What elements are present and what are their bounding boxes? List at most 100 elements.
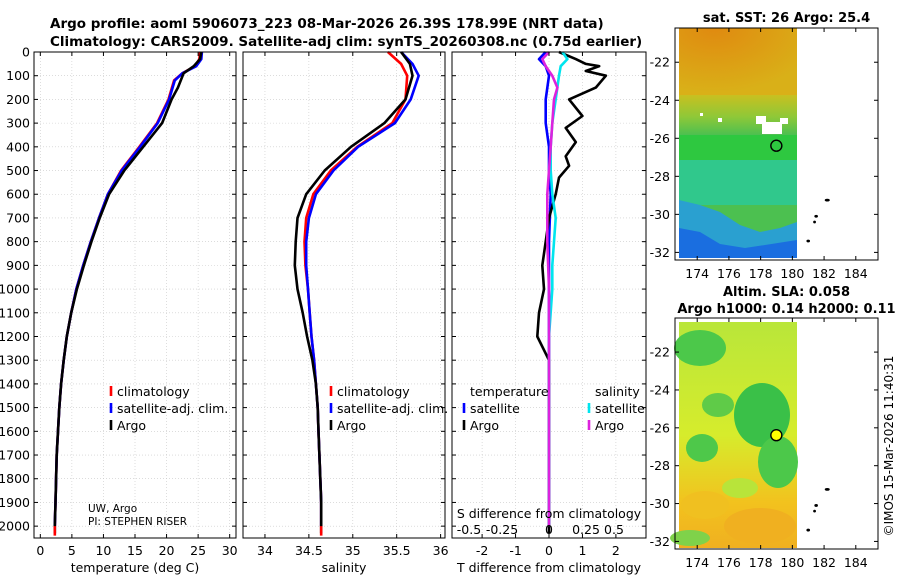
x-tick-label-temperature: 30 bbox=[222, 543, 238, 558]
x-tick-label-differences: 2 bbox=[612, 543, 620, 558]
map-y-tick-label-sla: -26 bbox=[650, 420, 670, 435]
map-title-sla: Altim. SLA: 0.058 bbox=[723, 285, 850, 300]
depth-tick-label: 200 bbox=[6, 92, 30, 107]
credit-pi: PI: STEPHEN RISER bbox=[88, 516, 187, 528]
x-tick-label-temperature: 15 bbox=[127, 543, 143, 558]
legend-label-salinity: Argo bbox=[595, 418, 624, 433]
depth-tick-label: 0 bbox=[22, 45, 30, 60]
depth-tick-label: 1800 bbox=[0, 471, 30, 486]
x-tick-label-top-differences: -0.5 bbox=[457, 522, 481, 537]
island-sla bbox=[806, 528, 811, 532]
map-x-tick-label-sst: 184 bbox=[844, 266, 868, 281]
legend-label-salinity: satellite bbox=[595, 401, 645, 416]
legend-label-salinity: Argo bbox=[337, 418, 366, 433]
series-line-differences-salinity-argo bbox=[540, 51, 559, 527]
map-y-tick-label-sst: -22 bbox=[650, 55, 670, 70]
legend-label-temperature: Argo bbox=[470, 418, 499, 433]
credit-institution: UW, Argo bbox=[88, 503, 137, 515]
map-y-tick-label-sla: -22 bbox=[650, 345, 670, 360]
x-tick-label-salinity: 34 bbox=[257, 543, 273, 558]
legend-label-salinity: satellite-adj. clim. bbox=[337, 401, 448, 416]
map-y-tick-label-sla: -28 bbox=[650, 458, 670, 473]
x-tick-label-top-differences: -0.25 bbox=[486, 522, 518, 537]
map-x-tick-label-sla: 174 bbox=[685, 555, 709, 570]
argo-float-marker-sst bbox=[770, 139, 783, 152]
x-axis-label-top-differences: S difference from climatology bbox=[457, 506, 642, 521]
x-tick-label-salinity: 35 bbox=[345, 543, 361, 558]
map-y-tick-label-sla: -24 bbox=[650, 382, 670, 397]
island-sla bbox=[824, 487, 830, 491]
depth-tick-label: 900 bbox=[6, 258, 30, 273]
sst-map-artwork bbox=[679, 28, 797, 258]
island-sla bbox=[814, 504, 818, 507]
legend-title-temperature: temperature bbox=[470, 384, 549, 399]
depth-tick-label: 500 bbox=[6, 163, 30, 178]
map-x-tick-label-sla: 180 bbox=[780, 555, 804, 570]
depth-tick-label: 1100 bbox=[0, 305, 30, 320]
map-x-tick-label-sla: 176 bbox=[717, 555, 741, 570]
x-tick-label-salinity: 34.5 bbox=[295, 543, 323, 558]
depth-tick-label: 1400 bbox=[0, 376, 30, 391]
copyright-stamp: ©IMOS 15-Mar-2026 11:40:31 bbox=[882, 356, 896, 537]
x-tick-label-temperature: 0 bbox=[36, 543, 44, 558]
island-sla bbox=[813, 509, 816, 513]
series-line-differences-temperature-argo bbox=[535, 50, 608, 534]
legend-label-temperature: climatology bbox=[117, 384, 190, 399]
x-tick-label-differences: 0 bbox=[545, 543, 553, 558]
map-y-tick-label-sst: -32 bbox=[650, 245, 670, 260]
x-tick-label-top-differences: 0 bbox=[545, 522, 553, 537]
island-sst bbox=[824, 198, 830, 202]
map-subtitle-sla: Argo h1000: 0.14 h2000: 0.11 bbox=[677, 302, 895, 317]
x-tick-label-top-differences: 0.5 bbox=[604, 522, 624, 537]
map-y-tick-label-sst: -24 bbox=[650, 93, 670, 108]
depth-tick-label: 1500 bbox=[0, 400, 30, 415]
depth-tick-label: 600 bbox=[6, 187, 30, 202]
legend-label-temperature: satellite-adj. clim. bbox=[117, 401, 228, 416]
argo-float-marker-sla bbox=[770, 429, 783, 442]
x-tick-label-temperature: 10 bbox=[95, 543, 111, 558]
depth-tick-label: 800 bbox=[6, 234, 30, 249]
legend-label-temperature: satellite bbox=[470, 401, 520, 416]
series-line-temperature-argo bbox=[53, 51, 203, 534]
depth-tick-label: 1000 bbox=[0, 282, 30, 297]
map-x-tick-label-sst: 180 bbox=[780, 266, 804, 281]
island-sst bbox=[814, 214, 818, 218]
x-tick-label-differences: -1 bbox=[509, 543, 521, 558]
x-tick-label-salinity: 35.5 bbox=[383, 543, 411, 558]
map-x-tick-label-sst: 182 bbox=[812, 266, 836, 281]
depth-tick-label: 700 bbox=[6, 210, 30, 225]
depth-tick-label: 1200 bbox=[0, 329, 30, 344]
series-line-salinity-satellite-adj-clim- bbox=[304, 51, 421, 527]
map-frame-sla bbox=[674, 317, 879, 550]
map-y-tick-label-sst: -30 bbox=[650, 207, 670, 222]
figure-title-line2: Climatology: CARS2009. Satellite-adj cli… bbox=[50, 34, 642, 50]
map-x-tick-label-sla: 178 bbox=[749, 555, 773, 570]
island-sst bbox=[813, 220, 816, 224]
legend-label-temperature: Argo bbox=[117, 418, 146, 433]
depth-tick-label: 100 bbox=[6, 68, 30, 83]
map-x-tick-label-sla: 182 bbox=[812, 555, 836, 570]
x-tick-label-temperature: 20 bbox=[159, 543, 175, 558]
depth-tick-label: 400 bbox=[6, 139, 30, 154]
map-x-tick-label-sst: 176 bbox=[717, 266, 741, 281]
legend-title-salinity: salinity bbox=[595, 384, 640, 399]
map-y-tick-label-sst: -26 bbox=[650, 131, 670, 146]
map-y-tick-label-sla: -30 bbox=[650, 496, 670, 511]
depth-tick-label: 1700 bbox=[0, 448, 30, 463]
x-tick-label-temperature: 5 bbox=[68, 543, 76, 558]
depth-tick-label: 1600 bbox=[0, 424, 30, 439]
x-axis-label-temperature: temperature (deg C) bbox=[71, 560, 200, 575]
x-axis-label-differences: T difference from climatology bbox=[456, 560, 642, 575]
depth-tick-label: 1900 bbox=[0, 495, 30, 510]
map-frame-sst bbox=[674, 27, 879, 261]
series-line-salinity-argo bbox=[293, 51, 414, 534]
map-title-sst: sat. SST: 26 Argo: 25.4 bbox=[703, 11, 870, 26]
figure-title-line1: Argo profile: aoml 5906073_223 08-Mar-20… bbox=[50, 16, 604, 32]
legend-label-salinity: climatology bbox=[337, 384, 410, 399]
map-x-tick-label-sla: 184 bbox=[844, 555, 868, 570]
x-tick-label-differences: 1 bbox=[578, 543, 586, 558]
series-line-differences-salinity-satellite bbox=[547, 51, 569, 527]
map-x-tick-label-sst: 174 bbox=[685, 266, 709, 281]
map-y-tick-label-sla: -32 bbox=[650, 534, 670, 549]
